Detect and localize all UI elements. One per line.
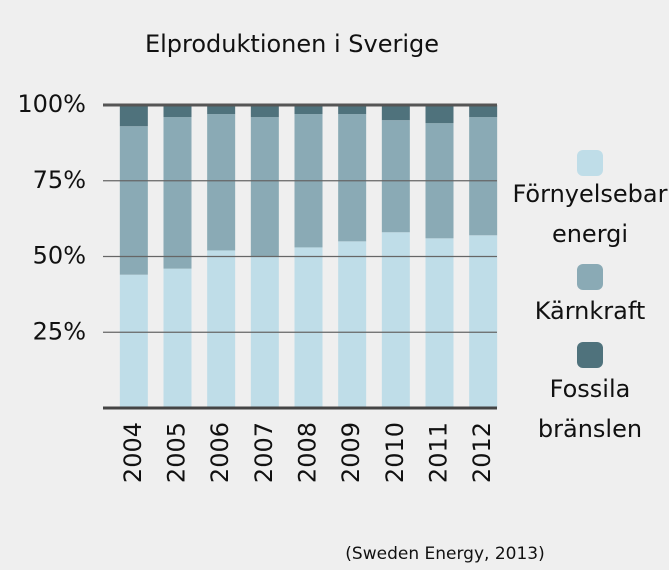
x-tick-label: 2011 [425, 422, 453, 483]
y-tick-label: 50% [33, 242, 86, 270]
bar-segment [207, 250, 236, 408]
legend-swatch [577, 150, 603, 176]
legend-label: Fossila bränslen [538, 375, 642, 443]
y-tick-label: 25% [33, 317, 86, 345]
legend-swatch [577, 264, 603, 290]
x-tick-label: 2007 [250, 422, 278, 483]
bar-segment [381, 105, 410, 121]
bar-segment [469, 117, 498, 236]
bar-segment [250, 117, 279, 257]
bar-segment [207, 105, 236, 115]
x-tick-label: 2005 [163, 422, 191, 483]
y-tick-label: 75% [33, 166, 86, 194]
x-tick-label: 2006 [206, 422, 234, 483]
bar-segment [381, 120, 410, 233]
bar-segment [425, 105, 454, 124]
y-tick-label: 100% [17, 90, 86, 118]
bar-segment [163, 268, 192, 408]
bar-segment [250, 105, 279, 118]
bar-segment [338, 241, 367, 408]
bar-segment [119, 105, 148, 127]
legend-swatch [577, 342, 603, 368]
chart-title: Elproduktionen i Sverige [145, 30, 439, 58]
bar-segment [207, 114, 236, 251]
bar-segment [469, 235, 498, 408]
bar-segment [163, 117, 192, 269]
x-tick-label: 2010 [381, 422, 409, 483]
bar-segment [381, 232, 410, 408]
bar-segment [425, 238, 454, 408]
bar-segment [119, 126, 148, 275]
legend-label: Förnyelsebar energi [512, 180, 667, 248]
bar-segment [469, 105, 498, 118]
x-tick-label: 2008 [294, 422, 322, 483]
x-tick-label: 2004 [119, 422, 147, 483]
bar-segment [163, 105, 192, 118]
bar-segment [119, 274, 148, 408]
x-tick-label: 2009 [337, 422, 365, 483]
legend-label: Kärnkraft [535, 297, 646, 325]
source: (Sweden Energy, 2013) [345, 544, 544, 564]
bar-segment [338, 114, 367, 242]
bar-segment [338, 105, 367, 115]
bar-segment [294, 247, 323, 408]
bar-segment [294, 105, 323, 115]
x-tick-label: 2012 [468, 422, 496, 483]
